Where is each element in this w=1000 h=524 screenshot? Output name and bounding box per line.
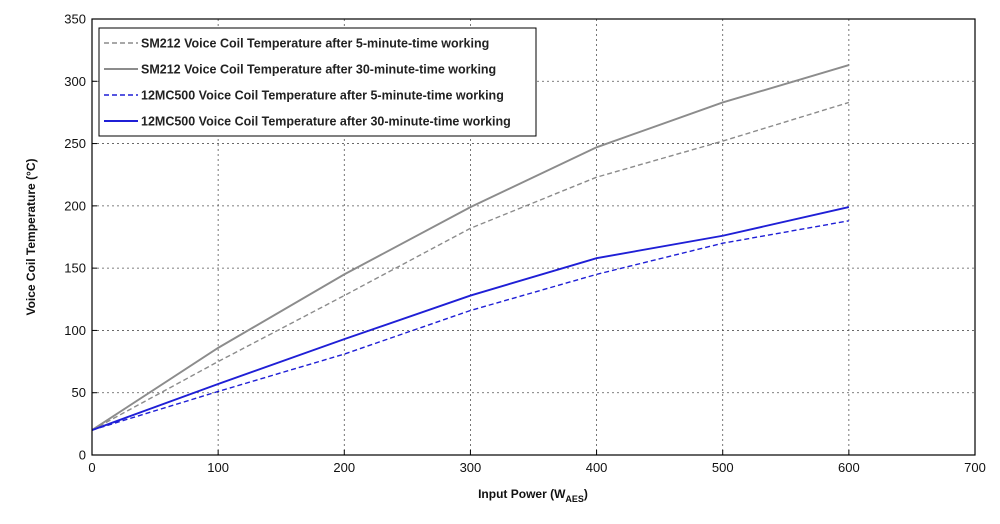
y-tick-label: 250 <box>64 136 86 151</box>
series-lines <box>91 64 850 431</box>
legend-box <box>98 27 537 137</box>
x-tick-label: 400 <box>586 460 608 475</box>
x-tick-label: 100 <box>207 460 229 475</box>
y-tick-label: 150 <box>64 261 86 276</box>
x-tick-label: 500 <box>712 460 734 475</box>
series-line-3 <box>91 220 849 431</box>
y-tick-label: 300 <box>64 74 86 89</box>
x-tick-label: 600 <box>838 460 860 475</box>
legend-label: 12MC500 Voice Coil Temperature after 30-… <box>141 115 511 129</box>
series-line-4 <box>91 206 850 431</box>
y-axis-ticks: 0 50 100 150 200 250 300 350 <box>64 12 97 463</box>
x-tick-label: 700 <box>964 460 986 475</box>
legend-label: 12MC500 Voice Coil Temperature after 5-m… <box>141 89 504 103</box>
y-tick-label: 0 <box>79 448 86 463</box>
legend-label: SM212 Voice Coil Temperature after 30-mi… <box>141 63 496 77</box>
series-line-2 <box>91 64 850 431</box>
legend: SM212 Voice Coil Temperature after 5-min… <box>98 27 537 137</box>
x-tick-label: 200 <box>333 460 355 475</box>
plot-frame <box>91 18 976 456</box>
x-axis-ticks: 0 100 200 300 400 500 600 700 <box>88 450 986 475</box>
y-tick-label: 50 <box>72 385 86 400</box>
x-tick-label: 0 <box>88 460 95 475</box>
legend-label: SM212 Voice Coil Temperature after 5-min… <box>141 37 489 51</box>
y-tick-label: 100 <box>64 323 86 338</box>
x-tick-label: 300 <box>460 460 482 475</box>
y-axis-title: Voice Coil Temperature (°C) <box>24 158 38 315</box>
y-tick-label: 350 <box>64 12 86 27</box>
x-axis-title: Input Power (WAES) <box>478 487 588 504</box>
y-tick-label: 200 <box>64 198 86 213</box>
series-line-1 <box>91 101 850 431</box>
